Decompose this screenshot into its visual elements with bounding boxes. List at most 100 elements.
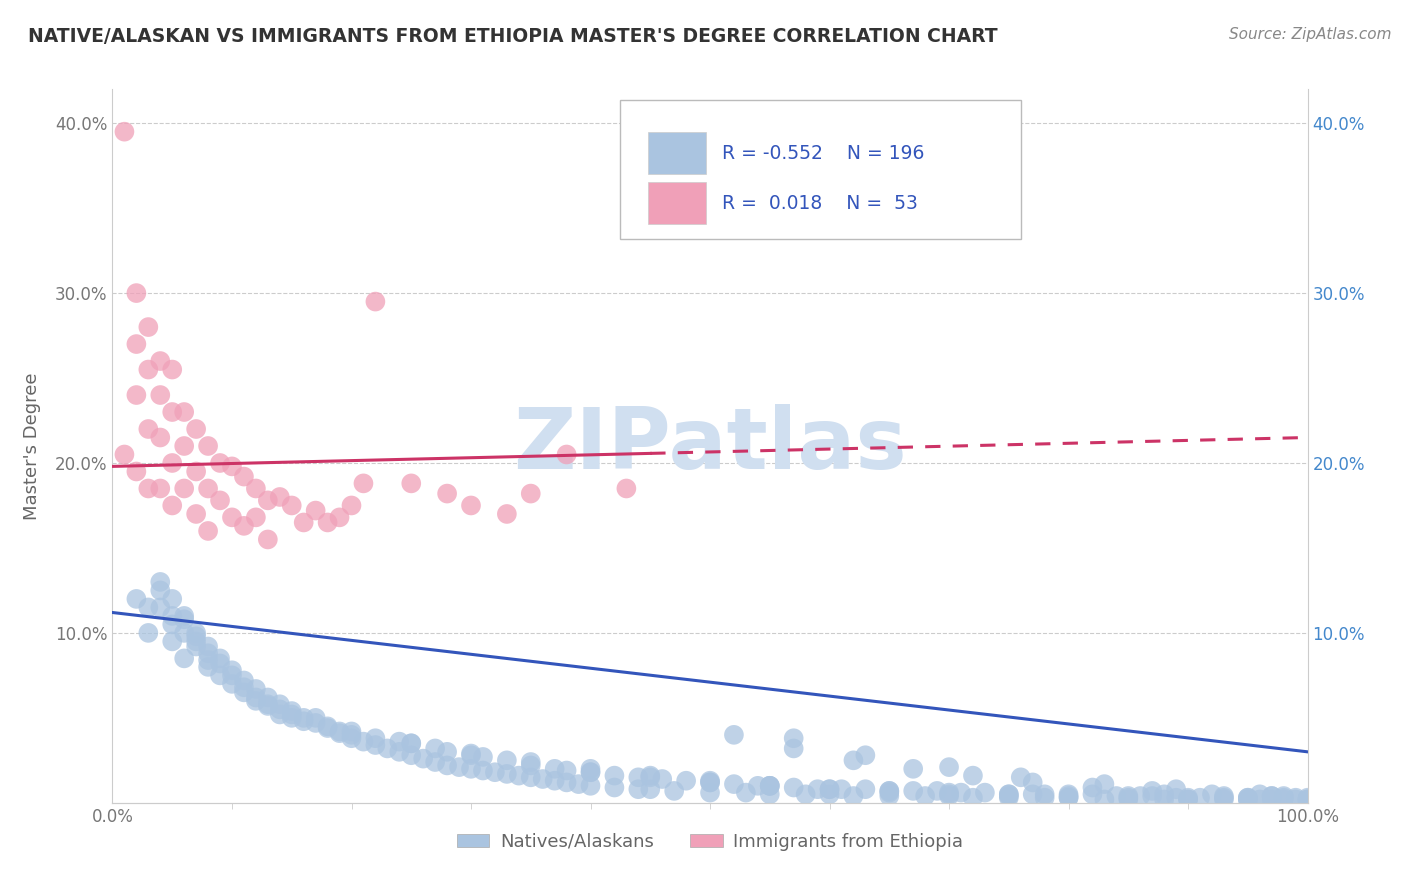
Point <box>974 786 997 800</box>
Point <box>138 626 160 640</box>
Point <box>138 600 160 615</box>
Point <box>186 507 208 521</box>
Point <box>186 422 208 436</box>
Point <box>316 721 339 735</box>
Point <box>412 751 434 765</box>
Point <box>1142 784 1164 798</box>
Point <box>1081 787 1104 801</box>
Point <box>938 786 960 800</box>
Point <box>568 777 591 791</box>
Point <box>305 715 328 730</box>
Point <box>1057 789 1080 803</box>
Point <box>520 758 543 772</box>
Legend: Natives/Alaskans, Immigrants from Ethiopia: Natives/Alaskans, Immigrants from Ethiop… <box>450 826 970 858</box>
Point <box>364 731 387 746</box>
Point <box>186 634 208 648</box>
Point <box>245 690 267 705</box>
Point <box>377 741 399 756</box>
Point <box>125 388 148 402</box>
Point <box>149 482 172 496</box>
Text: R =  0.018    N =  53: R = 0.018 N = 53 <box>723 194 918 213</box>
Text: R = -0.552    N = 196: R = -0.552 N = 196 <box>723 144 924 163</box>
Point <box>197 482 219 496</box>
Point <box>209 668 232 682</box>
Point <box>173 612 195 626</box>
Point <box>340 731 363 746</box>
Point <box>245 694 267 708</box>
Point <box>162 499 183 513</box>
Point <box>651 772 673 786</box>
Point <box>759 779 782 793</box>
Point <box>329 724 352 739</box>
Point <box>447 760 470 774</box>
Point <box>782 780 804 795</box>
Point <box>436 745 458 759</box>
Point <box>640 782 662 797</box>
Point <box>186 626 208 640</box>
Point <box>162 634 183 648</box>
Point <box>269 490 291 504</box>
Point <box>555 764 578 778</box>
Point <box>209 456 232 470</box>
Point <box>1272 789 1295 803</box>
Point <box>138 482 160 496</box>
Point <box>998 790 1021 805</box>
Point <box>1296 794 1319 808</box>
Point <box>1213 789 1236 803</box>
Point <box>1153 792 1175 806</box>
Point <box>1249 792 1271 806</box>
Point <box>1057 790 1080 805</box>
Point <box>1081 780 1104 795</box>
Text: Source: ZipAtlas.com: Source: ZipAtlas.com <box>1229 27 1392 42</box>
Point <box>579 765 602 780</box>
Point <box>281 499 304 513</box>
Point <box>938 787 960 801</box>
Point <box>221 459 243 474</box>
Point <box>1094 792 1116 806</box>
Point <box>1022 775 1045 789</box>
Point <box>879 789 901 803</box>
Point <box>401 736 423 750</box>
Point <box>257 533 280 547</box>
Point <box>520 770 543 784</box>
Point <box>1166 790 1188 805</box>
Point <box>125 591 148 606</box>
Point <box>699 775 721 789</box>
Point <box>914 789 936 803</box>
Point <box>735 786 758 800</box>
Point <box>162 456 183 470</box>
Point <box>842 789 865 803</box>
Point <box>1094 777 1116 791</box>
Point <box>484 765 506 780</box>
Point <box>162 608 183 623</box>
Point <box>640 770 662 784</box>
Point <box>425 741 447 756</box>
Point <box>401 476 423 491</box>
Point <box>1118 790 1140 805</box>
Point <box>831 782 853 797</box>
Point <box>879 786 901 800</box>
Point <box>1166 782 1188 797</box>
Point <box>257 493 280 508</box>
FancyBboxPatch shape <box>648 132 706 175</box>
Point <box>125 465 148 479</box>
Point <box>1057 787 1080 801</box>
Point <box>555 775 578 789</box>
Point <box>723 728 745 742</box>
Point <box>162 591 183 606</box>
Point <box>842 753 865 767</box>
Point <box>245 510 267 524</box>
Point <box>257 698 280 712</box>
Point <box>664 784 686 798</box>
Point <box>699 786 721 800</box>
FancyBboxPatch shape <box>648 182 706 225</box>
Point <box>401 736 423 750</box>
Point <box>759 779 782 793</box>
Point <box>388 734 411 748</box>
Point <box>257 690 280 705</box>
Point <box>496 753 519 767</box>
Point <box>186 640 208 654</box>
Point <box>388 745 411 759</box>
Point <box>436 758 458 772</box>
Point <box>579 765 602 780</box>
